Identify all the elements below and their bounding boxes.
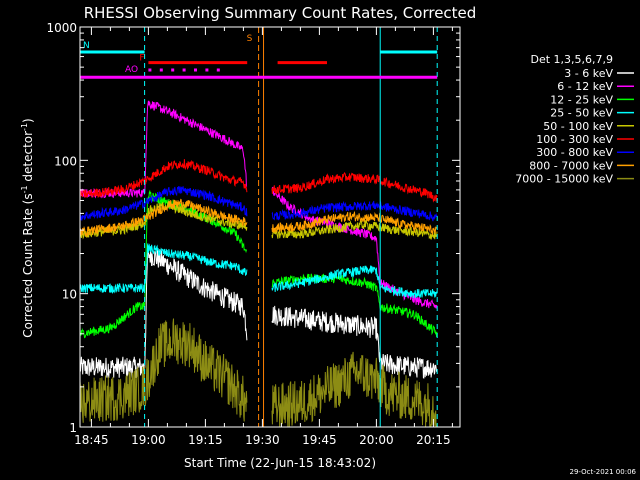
x-tick-label-5: 20:00 xyxy=(359,433,394,447)
plot-area: AO N F S xyxy=(80,27,438,427)
flag-label-1: F xyxy=(139,54,144,64)
legend-label-3: 25 - 50 keV xyxy=(550,107,613,120)
y-tick-label-2: 100 xyxy=(54,154,77,168)
series-line-6 xyxy=(80,186,438,222)
attenuator-dot-6 xyxy=(216,68,220,72)
legend-title: Det 1,3,5,6,7,9 xyxy=(530,53,613,66)
series-line-8 xyxy=(80,318,438,427)
legend-label-2: 12 - 25 keV xyxy=(550,93,613,106)
legend-label-5: 100 - 300 keV xyxy=(536,133,613,146)
axes: 1 10 100 1000 18:45 19:00 19:15 19:30 19:45 20:00… xyxy=(46,21,461,447)
series-line-7 xyxy=(80,198,438,238)
x-tick-label-0: 18:45 xyxy=(74,433,109,447)
series-line-3 xyxy=(80,243,438,299)
attenuator-dot-5 xyxy=(205,68,209,72)
x-tick-label-4: 19:45 xyxy=(302,433,337,447)
x-tick-label-1: 19:00 xyxy=(131,433,166,447)
x-tick-label-6: 20:15 xyxy=(416,433,451,447)
attenuator-dot-2 xyxy=(171,68,175,72)
y-axis-label-end: ) xyxy=(21,118,35,123)
x-tick-label-3: 19:30 xyxy=(245,433,280,447)
render-timestamp: 29-Oct-2021 00:06 xyxy=(570,468,637,476)
y-axis-label: Corrected Count Rate (s-1 detector-1) xyxy=(20,118,35,337)
legend-label-8: 7000 - 15000 keV xyxy=(515,173,613,186)
legend-label-4: 50 - 100 keV xyxy=(543,120,613,133)
legend-label-0: 3 - 6 keV xyxy=(564,67,613,80)
y-axis-label-main: Corrected Count Rate (s xyxy=(21,193,35,337)
x-axis-label: Start Time (22-Jun-15 18:43:02) xyxy=(184,456,376,470)
series-line-0 xyxy=(80,245,438,379)
flag-label-0: N xyxy=(83,41,90,51)
y-tick-label-3: 1000 xyxy=(46,21,77,35)
attenuator-dot-3 xyxy=(182,68,186,72)
attenuator-dot-0 xyxy=(148,68,152,72)
chart-title: RHESSI Observing Summary Count Rates, Co… xyxy=(84,4,477,22)
series-line-5 xyxy=(80,159,438,203)
y-axis-label-sup1: -1 xyxy=(20,185,29,193)
legend-label-7: 800 - 7000 keV xyxy=(529,159,613,172)
attenuator-label: AO xyxy=(125,65,138,75)
y-axis-label-mid: detector xyxy=(21,131,35,186)
legend-label-6: 300 - 800 keV xyxy=(536,146,613,159)
plot-frame xyxy=(79,26,461,428)
x-tick-label-2: 19:15 xyxy=(188,433,223,447)
legend-label-1: 6 - 12 keV xyxy=(557,80,613,93)
y-tick-label-0: 1 xyxy=(69,421,77,435)
attenuator-dot-4 xyxy=(194,68,197,72)
y-axis-label-sup2: -1 xyxy=(20,123,29,131)
series-group xyxy=(80,27,438,427)
attenuator-dot-1 xyxy=(159,68,163,72)
flag-label-2: S xyxy=(247,34,253,44)
y-tick-label-1: 10 xyxy=(62,288,77,302)
